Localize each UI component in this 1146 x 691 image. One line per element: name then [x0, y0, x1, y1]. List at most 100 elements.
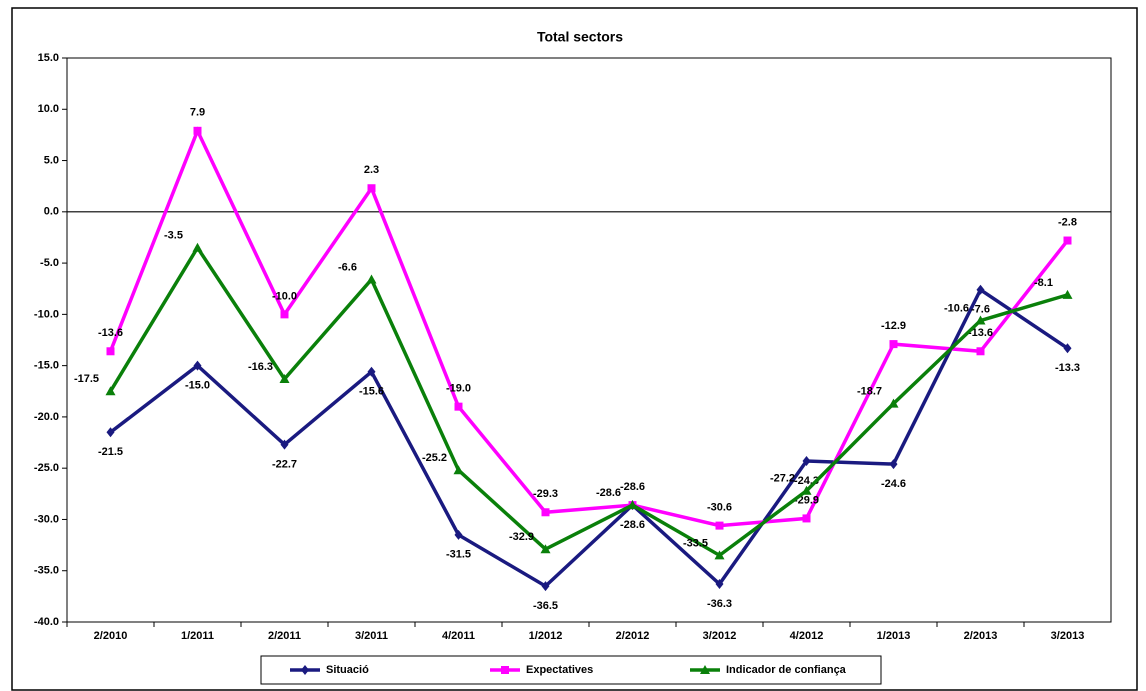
value-label: -28.6 — [596, 487, 621, 499]
legend-label: Expectatives — [526, 664, 593, 676]
y-tick-label: -5.0 — [40, 257, 59, 269]
value-label: -36.5 — [533, 600, 558, 612]
point — [367, 366, 376, 377]
value-label: -13.6 — [968, 327, 993, 339]
value-label: -28.6 — [620, 481, 645, 493]
point — [454, 402, 463, 411]
value-label: -7.6 — [971, 304, 990, 316]
chart-title: Total sectors — [537, 29, 623, 45]
x-tick-label: 2/2010 — [94, 630, 128, 642]
point — [454, 529, 463, 540]
series-line — [108, 126, 1069, 528]
point — [279, 373, 290, 383]
y-tick-label: 0.0 — [44, 206, 59, 218]
y-tick-label: -25.0 — [34, 462, 59, 474]
value-label: -36.3 — [707, 598, 732, 610]
y-tick-label: -20.0 — [34, 411, 59, 423]
point — [714, 550, 725, 560]
point — [367, 184, 376, 193]
point — [889, 340, 898, 349]
y-tick-label: 15.0 — [38, 52, 59, 64]
value-label: -29.3 — [533, 488, 558, 500]
value-label: -28.6 — [620, 519, 645, 531]
legend-marker — [301, 665, 309, 675]
value-label: -13.3 — [1055, 362, 1080, 374]
x-tick-label: 2/2011 — [268, 630, 301, 642]
value-label: -13.6 — [98, 327, 123, 339]
value-label: -18.7 — [857, 385, 882, 397]
x-tick-label: 1/2013 — [877, 630, 911, 642]
legend-label: Indicador de confiança — [726, 664, 847, 676]
point — [801, 485, 812, 495]
point — [802, 514, 811, 523]
value-label: -10.0 — [272, 290, 297, 302]
y-tick-label: -15.0 — [34, 360, 59, 372]
point — [888, 398, 899, 408]
point — [715, 521, 724, 530]
point — [976, 284, 985, 295]
x-tick-label: 2/2012 — [616, 630, 650, 642]
y-tick-label: -40.0 — [34, 616, 59, 628]
point — [193, 360, 202, 371]
value-label: -27.2 — [770, 473, 795, 485]
value-label: -3.5 — [164, 230, 183, 242]
point — [540, 544, 551, 554]
x-tick-label: 1/2012 — [529, 630, 563, 642]
value-label: -21.5 — [98, 446, 123, 458]
y-tick-label: 5.0 — [44, 154, 59, 166]
point — [193, 126, 202, 135]
legend-label: Situació — [326, 664, 369, 676]
value-label: -15.0 — [185, 380, 210, 392]
value-label: -32.9 — [509, 531, 534, 543]
legend-marker — [700, 665, 710, 674]
point — [453, 465, 464, 475]
x-tick-label: 4/2012 — [790, 630, 824, 642]
y-tick-label: -10.0 — [34, 308, 59, 320]
point — [366, 274, 377, 284]
x-tick-label: 2/2013 — [964, 630, 998, 642]
value-label: -15.6 — [359, 386, 384, 398]
point — [106, 347, 115, 356]
point — [802, 456, 811, 467]
point — [280, 310, 289, 319]
value-label: -8.1 — [1034, 277, 1053, 289]
value-label: -25.2 — [422, 452, 447, 464]
point — [1062, 289, 1073, 299]
value-label: -10.6 — [944, 302, 969, 314]
value-label: 2.3 — [364, 164, 379, 176]
y-tick-label: 10.0 — [38, 103, 59, 115]
point — [1063, 343, 1072, 354]
series-line — [109, 287, 1069, 589]
point — [1063, 236, 1072, 245]
value-label: -24.6 — [881, 478, 906, 490]
x-tick-label: 3/2012 — [703, 630, 737, 642]
point — [541, 508, 550, 517]
y-tick-label: -30.0 — [34, 513, 59, 525]
value-label: -12.9 — [881, 320, 906, 332]
point — [106, 427, 115, 438]
legend — [260, 655, 882, 685]
point — [976, 347, 985, 356]
value-label: -2.8 — [1058, 216, 1077, 228]
point — [192, 242, 203, 252]
point — [105, 386, 116, 396]
point — [541, 581, 550, 592]
point — [975, 315, 986, 325]
x-tick-label: 1/2011 — [181, 630, 214, 642]
x-tick-label: 3/2013 — [1051, 630, 1085, 642]
value-label: -31.5 — [446, 549, 471, 561]
value-label: 7.9 — [190, 107, 205, 119]
point — [889, 459, 898, 470]
value-label: -17.5 — [74, 373, 99, 385]
series-line — [109, 244, 1068, 558]
value-label: -19.0 — [446, 383, 471, 395]
value-label: -30.6 — [707, 502, 732, 514]
y-tick-label: -35.0 — [34, 565, 59, 577]
point — [627, 500, 638, 510]
value-label: -33.5 — [683, 537, 708, 549]
point — [280, 439, 289, 450]
point — [715, 579, 724, 590]
legend-marker — [501, 666, 509, 674]
x-tick-label: 3/2011 — [355, 630, 388, 642]
